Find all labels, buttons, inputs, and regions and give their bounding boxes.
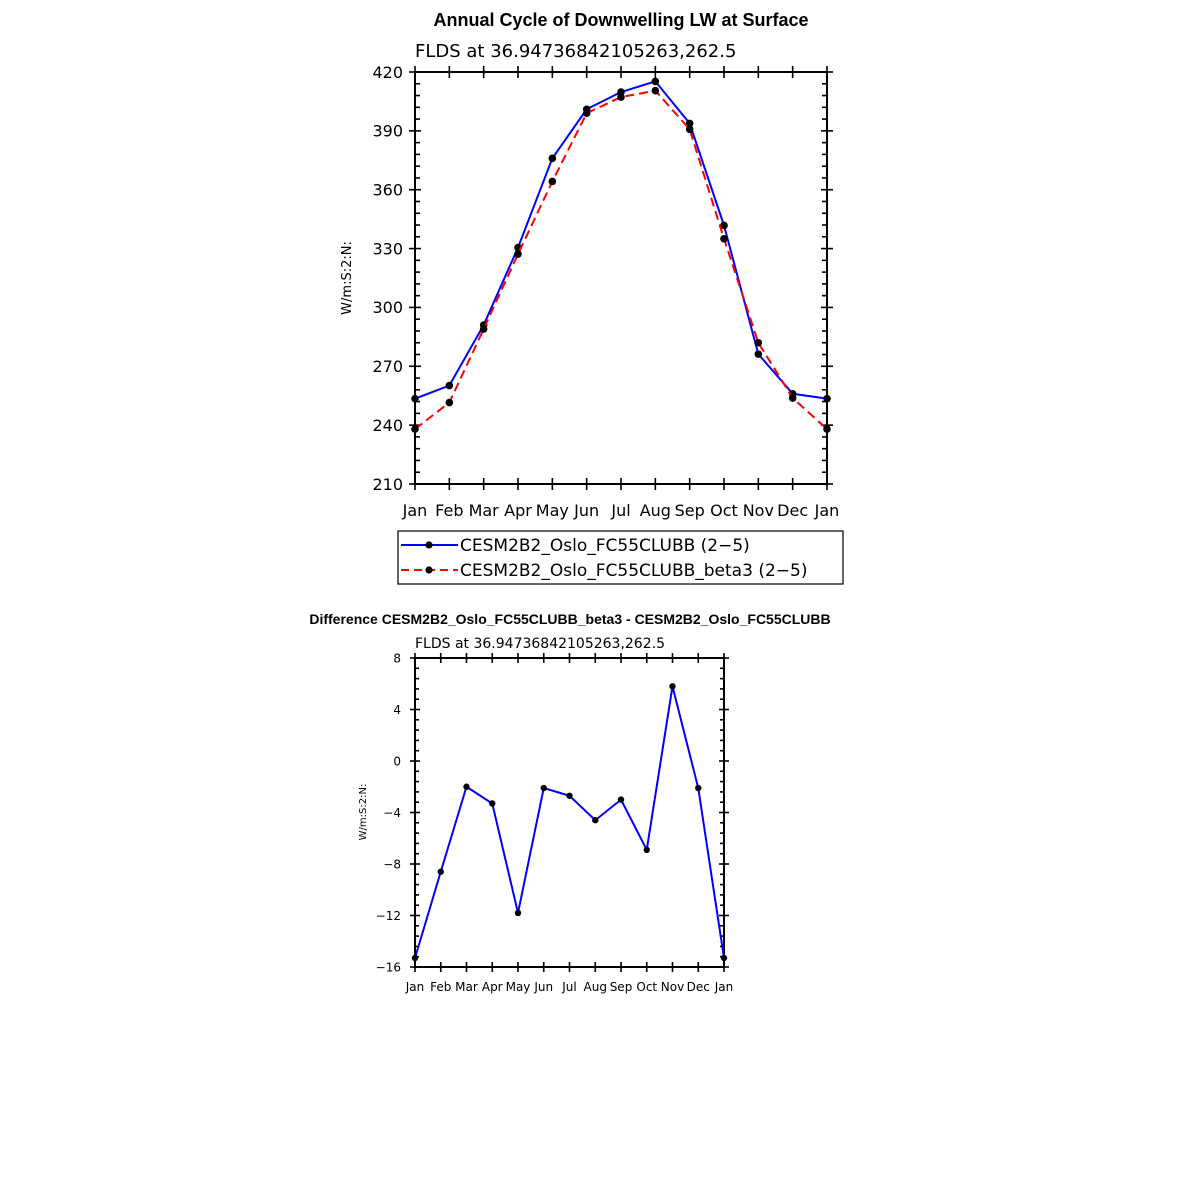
chart2-series-1-point <box>514 909 522 917</box>
chart2-x-tick-label: Jul <box>561 980 576 994</box>
chart2-y-tick-label: 0 <box>393 754 401 768</box>
chart2-series-1-point <box>695 784 702 792</box>
chart1-title: Annual Cycle of Downwelling LW at Surfac… <box>433 10 808 30</box>
chart1-x-tick-label: Jan <box>814 501 840 520</box>
chart1-series-2-point <box>582 109 591 117</box>
chart2-marks <box>411 683 728 962</box>
chart2-subtitle: FLDS at 36.94736842105263,262.5 <box>415 636 665 652</box>
chart1-x-tick-label: Jun <box>573 501 599 520</box>
chart2-y-tick-label: −16 <box>376 960 401 974</box>
chart2-x-tick-label: May <box>506 980 531 994</box>
chart2-x-tick-label: Nov <box>661 980 684 994</box>
chart1-subtitle: FLDS at 36.94736842105263,262.5 <box>415 41 736 62</box>
chart2-x-tick-label: Dec <box>687 980 710 994</box>
chart1-y-tick-label: 270 <box>372 357 403 376</box>
chart1-x-tick-label: Apr <box>504 501 532 520</box>
chart1-series-1-point <box>411 394 419 403</box>
legend-marker-series-2 <box>425 566 433 574</box>
legend-label-series-1: CESM2B2_Oslo_FC55CLUBB (2−5) <box>460 536 750 556</box>
chart2-x-tick-label: Aug <box>584 980 607 994</box>
chart2-series-1-point <box>463 783 470 790</box>
chart2-x-tick-label: Sep <box>610 980 633 994</box>
chart2-y-tick-label: 8 <box>393 651 401 665</box>
chart2-x-tick-label: Feb <box>430 980 451 994</box>
chart1-x-tick-label: Mar <box>469 501 500 520</box>
chart1-x-tick-label: May <box>536 501 569 520</box>
chart1-x-tick-label: Sep <box>675 501 705 520</box>
chart2-series-1-point <box>720 954 728 962</box>
chart1-series-2-point <box>720 234 728 243</box>
legend-frame <box>397 530 844 585</box>
chart1-series-2-line <box>414 89 828 430</box>
chart1-series-2-point <box>788 394 797 402</box>
difference-chart: Difference CESM2B2_Oslo_FC55CLUBB_beta3 … <box>309 611 830 994</box>
chart1-y-tick-label: 390 <box>372 122 403 141</box>
chart1-y-tick-label: 240 <box>372 416 403 435</box>
chart2-x-tick-label: Jan <box>714 980 734 994</box>
chart2-y-axis-label: W/m:S:2:N: <box>358 784 369 841</box>
chart2-x-tick-label: Jun <box>533 980 553 994</box>
chart2-series-1-point <box>566 792 573 799</box>
chart1-series-2-point <box>445 398 454 407</box>
chart2-axes: −16 −12 −8 −4 0 4 8 Jan Feb Mar Apr May Jun Jul Aug Sep… <box>376 651 734 994</box>
chart1-marks <box>411 77 831 433</box>
chart2-series-1-point <box>411 954 419 962</box>
chart1-series-1-point <box>548 154 557 163</box>
chart1-series-1-point <box>754 350 763 358</box>
chart1-series-2-point <box>548 177 557 186</box>
chart2-x-tick-label: Oct <box>636 980 657 994</box>
chart1-x-tick-label: Aug <box>640 501 671 520</box>
chart1-series-2-point <box>651 86 660 95</box>
chart1-x-tick-label: Jan <box>402 501 428 520</box>
chart1-x-tick-label: Nov <box>743 501 774 520</box>
chart1-x-tick-label: Dec <box>777 501 808 520</box>
chart1-series-1-point <box>651 77 660 86</box>
chart1-x-tick-label: Oct <box>710 501 738 520</box>
chart1-y-tick-label: 360 <box>372 180 403 199</box>
chart2-x-tick-label: Jan <box>405 980 425 994</box>
chart1-series-2-point <box>479 325 488 333</box>
chart1-plot-frame <box>414 71 828 485</box>
chart1-series-1-point <box>685 119 694 128</box>
chart1-series-2-point <box>617 93 625 101</box>
chart1-series-1-point <box>720 221 728 230</box>
legend-label-series-2: CESM2B2_Oslo_FC55CLUBB_beta3 (2−5) <box>460 561 807 581</box>
chart2-series-1-point <box>489 800 496 807</box>
chart2-series-1-line <box>414 686 725 959</box>
chart2-y-tick-label: −8 <box>383 857 401 871</box>
chart1-series-2-point <box>411 425 419 433</box>
chart1-y-tick-label: 300 <box>372 298 403 317</box>
chart2-series-1-point <box>437 868 444 875</box>
chart2-series-1-point <box>617 796 625 803</box>
chart2-series-1-point <box>592 817 599 824</box>
chart2-y-tick-label: −12 <box>376 909 401 923</box>
chart1-series-2-point <box>514 250 522 258</box>
chart1-x-tick-label: Jul <box>610 501 630 520</box>
chart2-x-tick-label: Apr <box>482 980 503 994</box>
chart1-series-2-point <box>685 125 694 134</box>
chart1-y-tick-label: 420 <box>372 63 403 82</box>
chart1-legend: CESM2B2_Oslo_FC55CLUBB (2−5) CESM2B2_Osl… <box>397 530 844 585</box>
chart1-series-1-point <box>823 394 831 403</box>
annual-cycle-chart: Annual Cycle of Downwelling LW at Surfac… <box>340 10 844 585</box>
chart2-title: Difference CESM2B2_Oslo_FC55CLUBB_beta3 … <box>309 611 830 627</box>
chart1-series-2-point <box>754 338 763 347</box>
chart2-x-tick-label: Mar <box>455 980 478 994</box>
chart1-y-tick-label: 210 <box>372 475 403 494</box>
chart2-series-1-point <box>669 683 676 690</box>
legend-marker-series-1 <box>425 541 433 549</box>
chart2-series-1-point <box>643 846 650 854</box>
chart1-series-1-point <box>445 381 454 390</box>
chart2-series-1-point <box>540 784 547 792</box>
chart1-y-axis-label: W/m:S:2:N: <box>340 241 355 315</box>
chart2-y-tick-label: 4 <box>393 703 401 717</box>
chart1-series-2-point <box>823 425 831 433</box>
chart1-y-tick-label: 330 <box>372 239 403 258</box>
chart1-series-1-line <box>414 80 828 400</box>
chart2-y-tick-label: −4 <box>383 806 401 820</box>
chart1-x-tick-label: Feb <box>435 501 463 520</box>
